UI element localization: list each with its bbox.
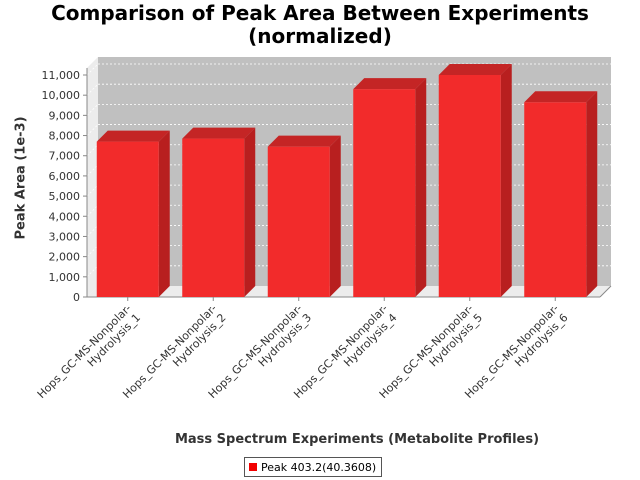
- y-tick-label: 10,000: [42, 89, 81, 102]
- legend: Peak 403.2(40.3608): [244, 457, 383, 477]
- y-tick-label: 7,000: [49, 150, 81, 163]
- y-tick-label: 8,000: [49, 130, 81, 143]
- y-tick-label: 11,000: [42, 69, 81, 82]
- y-gridline-side: [86, 204, 99, 217]
- bar-side: [329, 135, 341, 297]
- bar-side: [500, 64, 512, 297]
- y-tick-label: 4,000: [49, 210, 81, 223]
- bar-top: [96, 130, 170, 142]
- chart-title-line-1: Comparison of Peak Area Between Experime…: [51, 1, 589, 25]
- bar-top: [438, 64, 512, 75]
- y-gridline-side: [86, 164, 99, 177]
- bar-top: [267, 135, 341, 147]
- chart-title: Comparison of Peak Area Between Experime…: [0, 2, 640, 48]
- y-gridline-side: [86, 245, 99, 257]
- bar: [353, 89, 416, 297]
- bar-top: [182, 127, 256, 139]
- bar: [438, 75, 501, 297]
- plot-left-wall: [87, 57, 98, 297]
- y-tick-label: 5,000: [49, 190, 81, 203]
- y-gridline-side: [86, 184, 99, 197]
- y-gridline-side: [86, 124, 99, 136]
- y-tick-label: 3,000: [49, 230, 81, 243]
- y-tick-label: 1,000: [49, 271, 81, 284]
- y-tick-label: 6,000: [49, 170, 81, 183]
- bar: [96, 141, 159, 297]
- floor-edge: [599, 285, 612, 298]
- bar-top: [353, 78, 427, 90]
- y-gridline-side: [86, 225, 99, 237]
- legend-label: Peak 403.2(40.3608): [261, 460, 377, 474]
- legend-swatch: [249, 463, 257, 471]
- bar: [267, 146, 330, 297]
- bar-side: [415, 78, 427, 297]
- y-gridline-side: [86, 265, 99, 278]
- y-gridline-side: [86, 63, 99, 76]
- bar: [182, 138, 245, 297]
- bar-side: [586, 91, 598, 297]
- bar: [524, 102, 587, 297]
- y-tick-label: 2,000: [49, 251, 81, 264]
- y-gridline-side: [86, 104, 99, 116]
- y-gridline-side: [86, 144, 99, 157]
- bar-side: [158, 130, 170, 297]
- y-axis-label: Peak Area (1e-3): [13, 116, 29, 240]
- bar-top: [524, 91, 598, 103]
- y-tick-label: 0: [73, 291, 80, 304]
- y-tick-label: 9,000: [49, 109, 81, 122]
- chart-title-line-2: (normalized): [248, 24, 392, 48]
- x-axis-label: Mass Spectrum Experiments (Metabolite Pr…: [174, 432, 540, 447]
- y-gridline-side: [86, 83, 99, 96]
- bar-chart: 0 1,000 2,000 3,000 4,000 5,000 6,000 7,000 8,00…: [35, 57, 612, 401]
- bar-side: [244, 127, 256, 297]
